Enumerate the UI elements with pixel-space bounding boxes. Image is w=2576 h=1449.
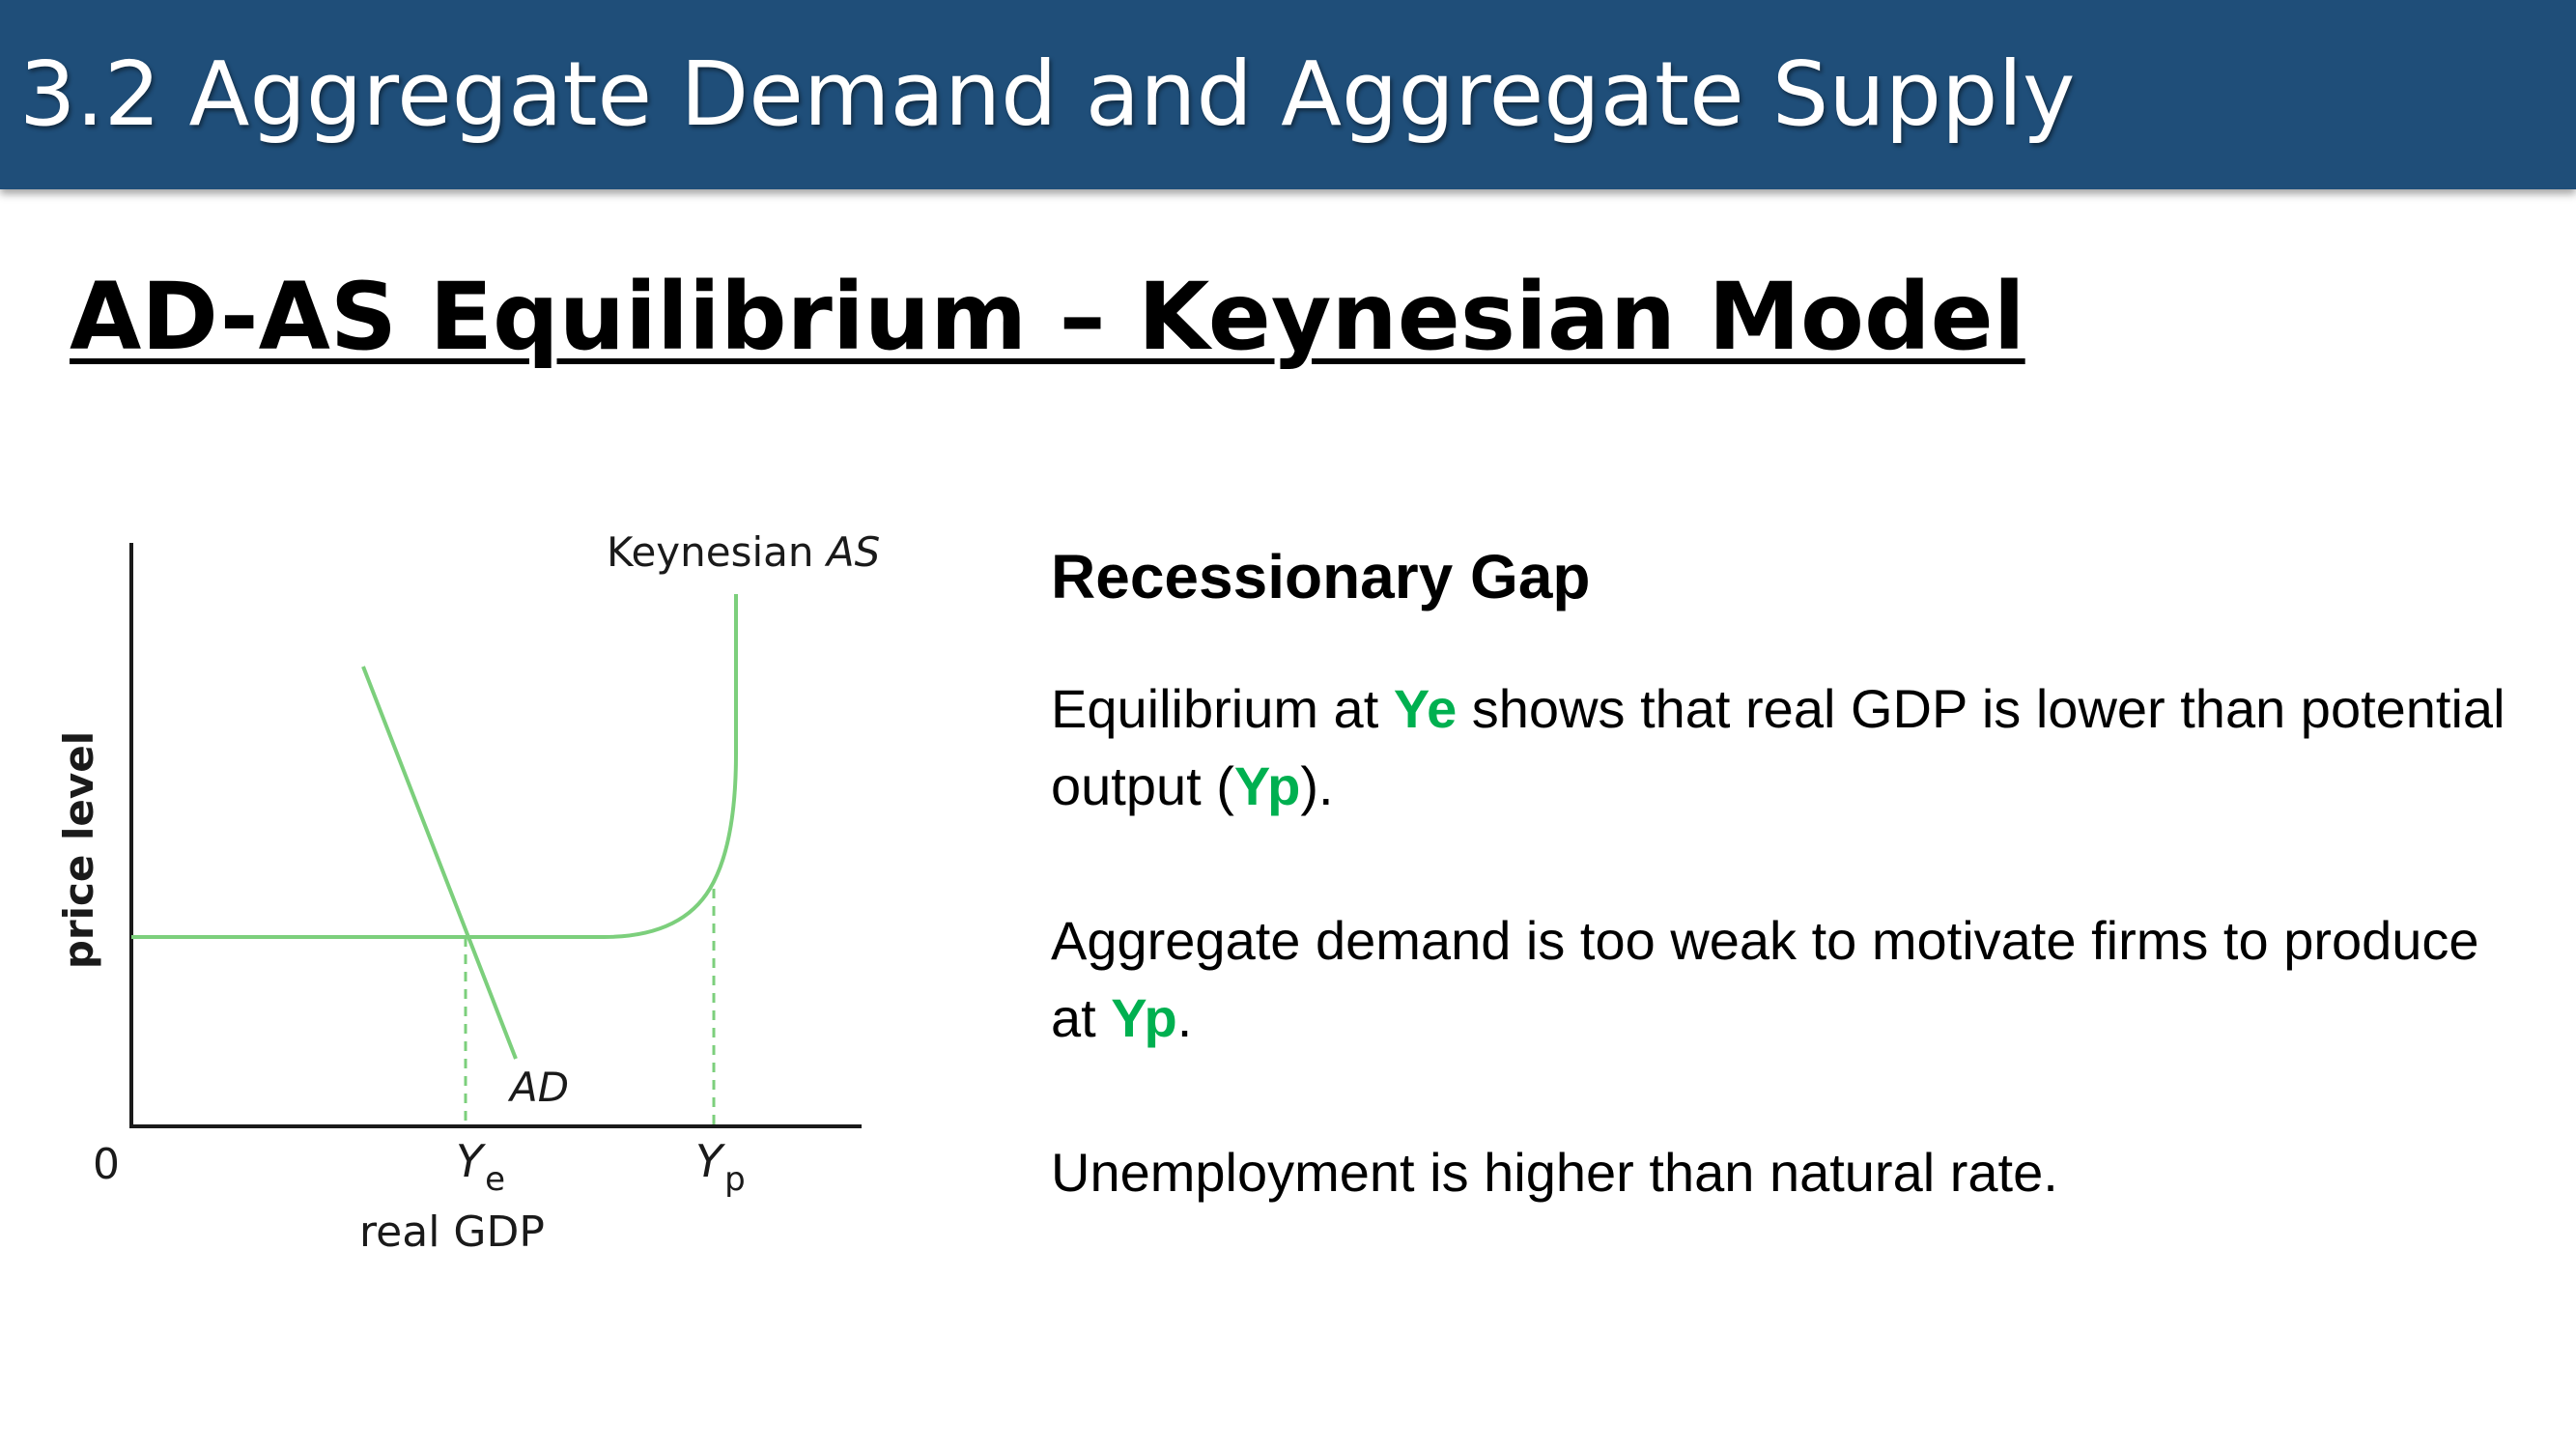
aggregate-demand-paragraph: Aggregate demand is too weak to motivate… (1051, 902, 2538, 1057)
p1-text-a: Equilibrium at (1051, 678, 1394, 739)
keynesian-as-label-italic: AS (824, 528, 880, 576)
unemployment-paragraph: Unemployment is higher than natural rate… (1051, 1142, 2058, 1203)
ad-label: AD (507, 1064, 569, 1111)
keynesian-as-label: Keynesian AS (607, 528, 880, 576)
p1-text-c: ). (1300, 755, 1334, 816)
ad-as-diagram: Keynesian AS AD price level 0 Ye Yp real… (39, 502, 947, 1294)
header-bar: 3.2 Aggregate Demand and Aggregate Suppl… (0, 0, 2576, 189)
p1-highlight-yp: Yp (1233, 755, 1301, 816)
p1-text-b: shows that real GDP is lower than potent… (1051, 678, 2505, 816)
ye-label-main: Y (456, 1135, 487, 1187)
yp-label-sub: p (724, 1160, 746, 1199)
origin-label: 0 (93, 1140, 120, 1189)
header-title: 3.2 Aggregate Demand and Aggregate Suppl… (19, 43, 2076, 146)
ad-curve (361, 666, 518, 1060)
equilibrium-paragraph: Equilibrium at Ye shows that real GDP is… (1051, 670, 2538, 825)
explanation-panel: Recessionary Gap Equilibrium at Ye shows… (1051, 533, 2538, 1289)
p2-text-b: . (1176, 987, 1193, 1048)
yp-label: Yp (695, 1135, 746, 1199)
slide-title: AD-AS Equilibrium – Keynesian Model (70, 263, 2025, 371)
x-axis-label: real GDP (359, 1208, 545, 1257)
y-axis-label: price level (55, 731, 102, 969)
p1-highlight-ye: Ye (1393, 678, 1458, 739)
keynesian-as-label-prefix: Keynesian (607, 528, 827, 576)
diagram-svg: Keynesian AS AD price level 0 Ye Yp real… (55, 528, 880, 1257)
p2-highlight-yp: Yp (1111, 987, 1177, 1048)
recessionary-gap-heading: Recessionary Gap (1051, 542, 1591, 611)
keynesian-as-curve (131, 594, 738, 939)
ye-label-sub: e (485, 1160, 505, 1199)
ye-label: Ye (456, 1135, 505, 1199)
p2-text-a: Aggregate demand is too weak to motivate… (1051, 910, 2479, 1048)
yp-label-main: Y (695, 1135, 726, 1187)
